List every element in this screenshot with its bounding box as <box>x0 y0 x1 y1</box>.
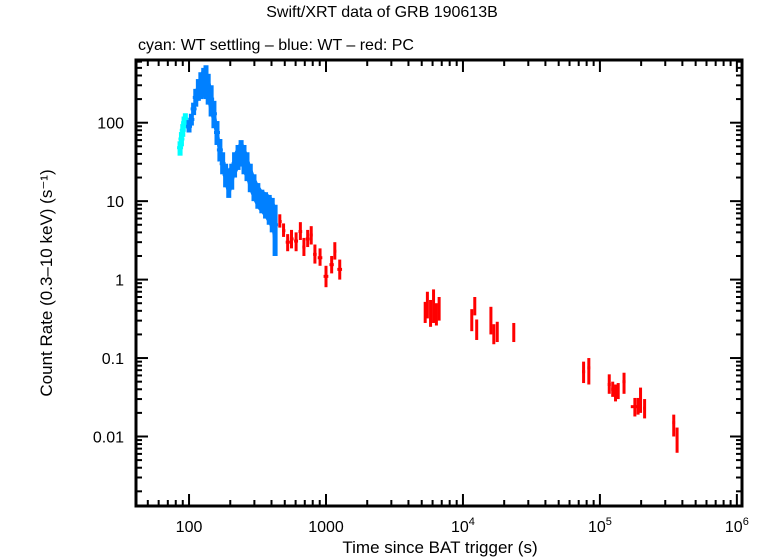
data-point <box>473 297 477 316</box>
data-point <box>429 299 433 327</box>
chart-subtitle: cyan: WT settling – blue: WT – red: PC <box>138 37 414 54</box>
chart-title: Swift/XRT data of GRB 190613B <box>266 4 498 21</box>
data-point <box>582 361 586 384</box>
data-point <box>470 309 474 332</box>
data-point <box>512 322 516 343</box>
data-point <box>333 242 337 260</box>
plot-area <box>177 65 679 453</box>
data-point <box>643 399 647 419</box>
x-tick-label: 105 <box>588 516 612 536</box>
data-point <box>616 383 620 400</box>
data-point <box>614 384 618 402</box>
data-point <box>475 319 479 340</box>
data-point <box>489 306 493 335</box>
data-point <box>611 381 615 397</box>
data-point <box>323 265 329 288</box>
data-point <box>672 414 676 437</box>
data-point <box>492 324 496 345</box>
series-band <box>180 113 186 156</box>
data-point <box>587 358 591 385</box>
data-point <box>425 291 429 319</box>
series-pc <box>278 214 679 453</box>
x-tick-label: 1000 <box>308 519 344 536</box>
data-point <box>675 427 679 453</box>
data-point <box>434 303 438 326</box>
x-axis-label: Time since BAT trigger (s) <box>342 538 537 557</box>
y-tick-label: 0.01 <box>93 429 124 446</box>
data-point <box>298 222 303 240</box>
data-point <box>294 232 299 252</box>
data-point <box>432 289 436 323</box>
y-tick-label: 10 <box>106 194 124 211</box>
y-tick-label: 100 <box>97 116 124 133</box>
data-point <box>337 259 343 280</box>
data-point <box>317 248 323 266</box>
data-point <box>639 387 643 413</box>
data-point <box>305 229 310 248</box>
data-point <box>329 255 334 274</box>
plot-frame <box>134 58 744 508</box>
y-tick-label: 0.1 <box>102 351 124 368</box>
data-point <box>309 226 313 245</box>
data-point <box>282 223 286 237</box>
x-tick-label: 100 <box>176 519 203 536</box>
y-tick-label: 1 <box>115 273 124 290</box>
series-wt-settling <box>177 113 189 156</box>
data-point <box>437 297 441 321</box>
data-point <box>289 229 294 249</box>
x-tick-label: 104 <box>451 516 475 536</box>
data-point <box>278 214 282 228</box>
data-point <box>622 372 626 394</box>
data-point <box>285 234 290 252</box>
series-wt <box>186 65 279 256</box>
data-point <box>302 237 306 256</box>
y-axis-label: Count Rate (0.3–10 keV) (s⁻¹) <box>37 169 56 396</box>
data-point <box>313 244 317 264</box>
series-band <box>189 65 276 256</box>
x-tick-label: 106 <box>725 516 749 536</box>
data-point <box>607 374 611 394</box>
data-point <box>495 321 499 343</box>
axes: 100 1000 104 105 106 100 10 1 0.1 0.01 <box>93 60 749 536</box>
